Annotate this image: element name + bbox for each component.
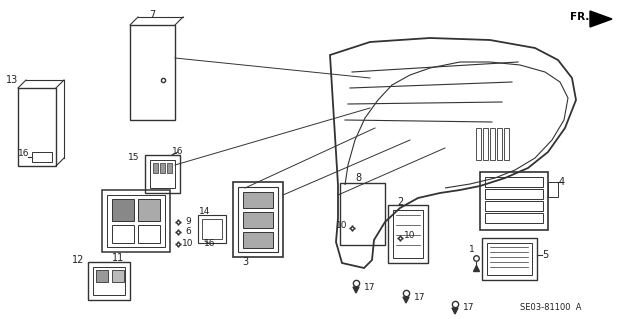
Polygon shape [403, 297, 409, 303]
Text: 16: 16 [204, 240, 216, 249]
Bar [485, 177, 543, 187]
Bar [483, 128, 488, 160]
Bar [393, 210, 423, 258]
Polygon shape [590, 11, 612, 27]
Text: 2: 2 [397, 197, 403, 207]
Text: 17: 17 [364, 283, 376, 292]
Bar [167, 163, 172, 173]
Bar [476, 128, 481, 160]
Bar [102, 190, 170, 252]
Bar [243, 192, 273, 208]
Bar [88, 262, 130, 300]
Bar [112, 199, 134, 221]
Bar [32, 152, 52, 162]
Text: 14: 14 [199, 207, 211, 217]
Text: 3: 3 [242, 257, 248, 267]
Bar [490, 128, 495, 160]
Bar [485, 213, 543, 223]
Bar [238, 187, 278, 252]
Bar [93, 267, 125, 295]
Bar [18, 88, 56, 166]
Text: 17: 17 [463, 303, 475, 313]
Text: 17: 17 [414, 293, 426, 301]
Bar [112, 225, 134, 243]
Text: 6: 6 [185, 227, 191, 236]
Bar [145, 155, 180, 193]
Bar [485, 201, 543, 211]
Bar [153, 163, 158, 173]
Text: 16: 16 [172, 147, 184, 157]
Text: 11: 11 [112, 253, 124, 263]
Text: 8: 8 [355, 173, 361, 183]
Text: 16: 16 [19, 149, 29, 158]
Text: 10: 10 [336, 221, 348, 231]
Bar [388, 205, 428, 263]
Bar [243, 232, 273, 248]
Text: 13: 13 [6, 75, 18, 85]
Text: SE03-81100  A: SE03-81100 A [520, 303, 582, 312]
Bar [487, 243, 532, 275]
Bar [138, 199, 160, 221]
Text: 7: 7 [149, 10, 155, 20]
Polygon shape [353, 287, 359, 293]
Text: 10: 10 [404, 232, 416, 241]
Bar [548, 182, 558, 197]
Bar [504, 128, 509, 160]
Text: 1: 1 [469, 246, 475, 255]
Bar [112, 270, 124, 282]
Bar [96, 270, 108, 282]
Bar [150, 160, 175, 188]
Text: 10: 10 [182, 240, 194, 249]
Bar [340, 183, 385, 245]
Bar [160, 163, 165, 173]
Polygon shape [452, 308, 458, 314]
Bar [138, 225, 160, 243]
Bar [485, 189, 543, 199]
Bar [130, 25, 175, 120]
Text: 4: 4 [559, 177, 565, 187]
Text: 15: 15 [128, 152, 140, 161]
Text: 5: 5 [542, 250, 548, 260]
Bar [480, 172, 548, 230]
Bar [198, 215, 226, 243]
Text: 12: 12 [72, 255, 84, 265]
Text: 9: 9 [185, 218, 191, 226]
Bar [497, 128, 502, 160]
Bar [202, 219, 222, 239]
Text: FR.: FR. [570, 12, 589, 22]
Bar [482, 238, 537, 280]
Bar [243, 212, 273, 228]
Bar [107, 195, 165, 247]
Bar [233, 182, 283, 257]
